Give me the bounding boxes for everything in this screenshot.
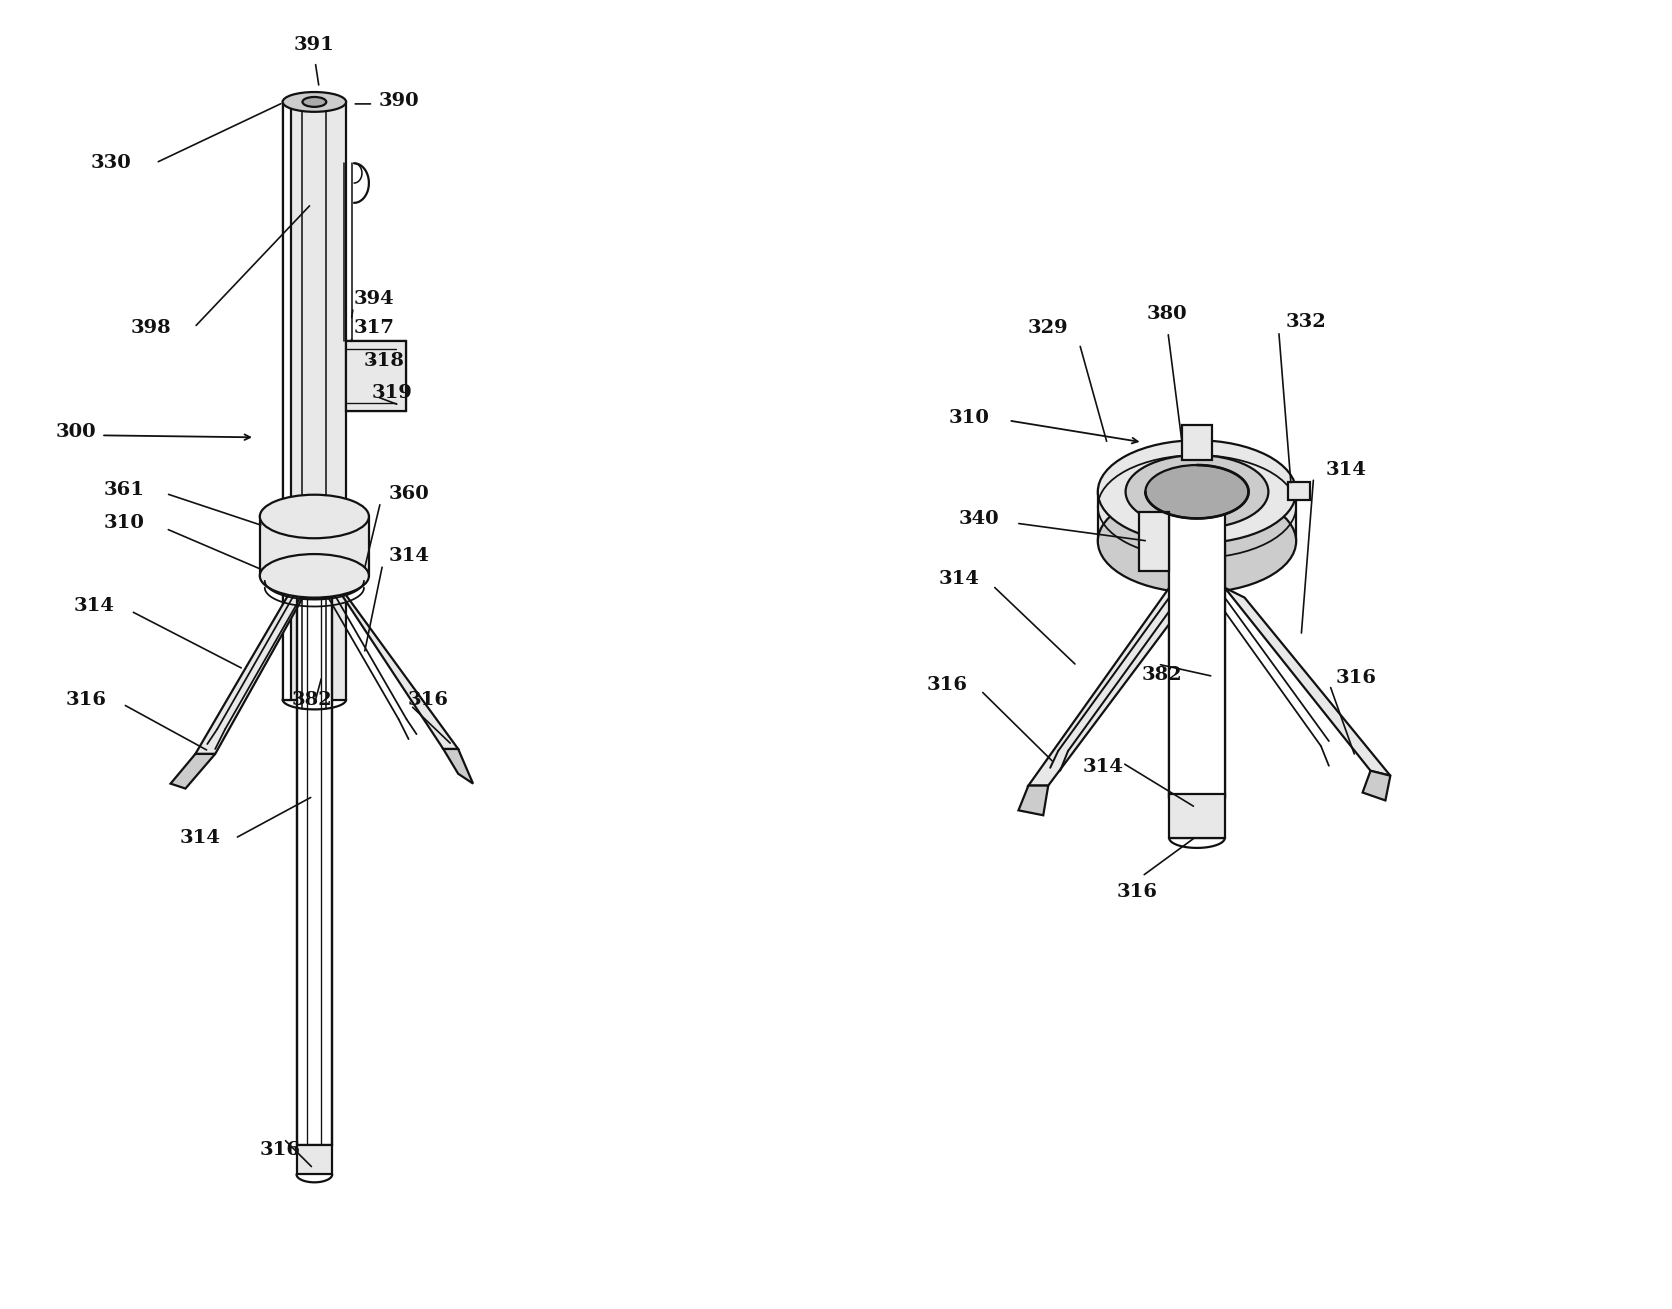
Text: 316: 316 <box>408 691 448 708</box>
Text: 390: 390 <box>378 92 420 110</box>
Polygon shape <box>1139 512 1169 571</box>
Polygon shape <box>283 102 291 699</box>
Ellipse shape <box>1145 465 1249 518</box>
Text: 316: 316 <box>1336 669 1376 687</box>
Text: 316: 316 <box>1117 884 1159 902</box>
Text: 314: 314 <box>181 829 221 847</box>
Text: 394: 394 <box>353 289 395 308</box>
Text: 317: 317 <box>353 319 395 338</box>
Text: 318: 318 <box>363 352 405 370</box>
Text: 340: 340 <box>958 511 1000 529</box>
Polygon shape <box>296 598 333 1145</box>
Text: 314: 314 <box>938 569 980 588</box>
Ellipse shape <box>259 495 370 538</box>
Ellipse shape <box>283 92 346 111</box>
Polygon shape <box>1363 771 1391 800</box>
Text: 316: 316 <box>65 691 107 708</box>
Ellipse shape <box>1125 456 1269 529</box>
Ellipse shape <box>303 97 326 107</box>
Polygon shape <box>1169 496 1226 798</box>
Polygon shape <box>1028 588 1189 785</box>
Text: 314: 314 <box>74 597 115 614</box>
Polygon shape <box>346 342 406 411</box>
Text: 329: 329 <box>1028 319 1068 338</box>
Text: 314: 314 <box>1326 461 1366 479</box>
Text: 360: 360 <box>388 484 430 503</box>
Ellipse shape <box>1099 490 1296 593</box>
Polygon shape <box>443 749 473 784</box>
Polygon shape <box>1169 793 1226 838</box>
Polygon shape <box>1287 482 1311 500</box>
Polygon shape <box>296 1145 333 1174</box>
Text: 382: 382 <box>1142 666 1182 683</box>
Polygon shape <box>1018 785 1048 816</box>
Text: 310: 310 <box>104 514 144 533</box>
Polygon shape <box>283 102 346 699</box>
Text: 380: 380 <box>1147 305 1187 322</box>
Ellipse shape <box>1099 440 1296 543</box>
Text: 316: 316 <box>259 1140 301 1158</box>
Text: 300: 300 <box>57 423 97 441</box>
Text: 314: 314 <box>388 547 430 565</box>
Polygon shape <box>329 576 458 749</box>
Text: 310: 310 <box>948 408 990 427</box>
Polygon shape <box>196 576 309 754</box>
Text: 314: 314 <box>1082 758 1124 776</box>
Text: 332: 332 <box>1286 313 1326 331</box>
Ellipse shape <box>259 554 370 598</box>
Polygon shape <box>1099 492 1296 541</box>
Polygon shape <box>171 754 216 788</box>
Text: 382: 382 <box>293 691 333 708</box>
Text: 316: 316 <box>926 675 968 694</box>
Polygon shape <box>1182 425 1212 459</box>
Text: 398: 398 <box>130 319 171 338</box>
Polygon shape <box>259 517 370 576</box>
Text: 319: 319 <box>371 384 413 402</box>
Text: 391: 391 <box>294 35 334 54</box>
Polygon shape <box>1226 588 1391 776</box>
Text: 330: 330 <box>90 154 132 173</box>
Text: 361: 361 <box>104 480 144 499</box>
